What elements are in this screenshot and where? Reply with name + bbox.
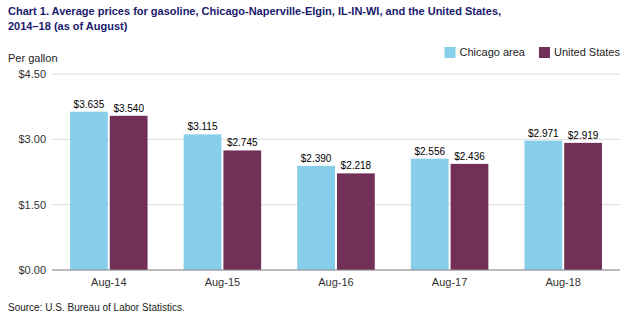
grid-line xyxy=(52,270,620,271)
tick-label: Aug-14 xyxy=(91,276,126,288)
legend-item: Chicago area xyxy=(445,46,526,58)
axis-label: Per gallon xyxy=(8,52,58,64)
data-label: $3.115 xyxy=(188,121,218,132)
data-label: $2.556 xyxy=(414,146,445,157)
tick-label: $1.50 xyxy=(18,199,46,211)
bar xyxy=(337,173,375,270)
bar xyxy=(70,112,108,270)
legend: Chicago area United States xyxy=(445,46,621,58)
annotation: Source: U.S. Bureau of Labor Statistics. xyxy=(8,302,185,313)
tick-label: $0.00 xyxy=(18,264,46,276)
data-label: $2.218 xyxy=(341,160,372,171)
y-axis: $0.00 $1.50 $3.00 $4.50 xyxy=(18,68,620,276)
data-label: $2.745 xyxy=(227,137,258,148)
bar xyxy=(297,166,335,270)
x-axis-line xyxy=(52,270,620,271)
data-label: $2.919 xyxy=(568,130,599,141)
bar xyxy=(223,150,261,270)
grid-line xyxy=(52,74,620,75)
tick-label: Aug-17 xyxy=(432,276,467,288)
bar xyxy=(564,143,602,270)
tick-label: $3.00 xyxy=(18,133,46,145)
bar xyxy=(451,164,489,270)
tick-label: $4.50 xyxy=(18,68,46,80)
data-label: $3.540 xyxy=(113,103,144,114)
chart: Chart 1. Average prices for gasoline, Ch… xyxy=(0,0,632,319)
data-label: $3.635 xyxy=(74,99,105,110)
legend-label: Chicago area xyxy=(460,46,526,58)
data-labels: $3.635 $3.115 $2.390 $2.556 $2.971 $3.540 $2.7… xyxy=(74,99,599,172)
title: Chart 1. Average prices for gasoline, Ch… xyxy=(8,5,501,17)
tick-label: Aug-16 xyxy=(318,276,353,288)
bar xyxy=(110,116,148,270)
legend-swatch xyxy=(445,47,456,58)
tick-label: Aug-18 xyxy=(545,276,580,288)
subtitle: 2014–18 (as of August) xyxy=(8,20,128,32)
legend-swatch xyxy=(539,47,550,58)
bar xyxy=(524,141,562,270)
bar xyxy=(411,159,449,270)
bars xyxy=(70,112,602,270)
data-label: $2.390 xyxy=(301,153,332,164)
data-label: $2.971 xyxy=(528,128,559,139)
data-label: $2.436 xyxy=(454,151,485,162)
legend-item: United States xyxy=(539,46,621,58)
bar xyxy=(184,134,222,270)
tick-label: Aug-15 xyxy=(205,276,240,288)
legend-label: United States xyxy=(554,46,621,58)
